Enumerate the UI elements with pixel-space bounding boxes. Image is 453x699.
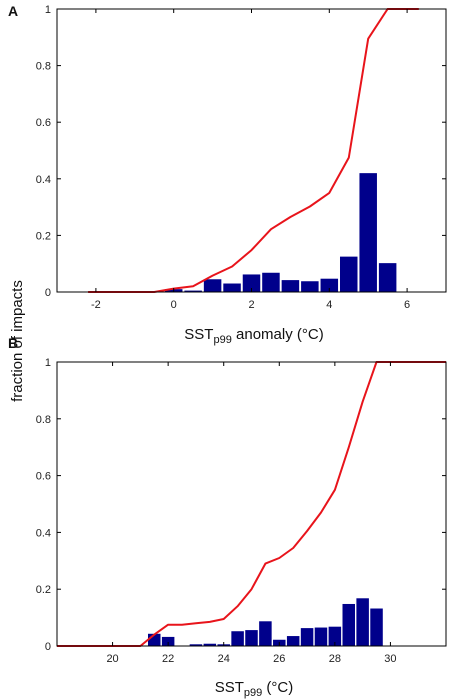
- panel-b-bar: [231, 631, 244, 646]
- panel-a-y-tick-label: 0.4: [36, 174, 51, 186]
- panel-a-x-tick-label: 2: [248, 299, 254, 311]
- panel-b-bar: [370, 608, 383, 646]
- panel-b-bar: [161, 636, 175, 646]
- panel-b-y-tick-label: 0.2: [36, 584, 51, 596]
- panel-a-y-tick-label: 0.2: [36, 230, 51, 242]
- panel-a-x-tick-label: 0: [171, 299, 177, 311]
- panel-b-letter: B: [8, 335, 18, 351]
- panel-a-bar: [262, 272, 280, 292]
- panel-a-bar: [301, 281, 319, 292]
- panel-a-x-tick-label: 4: [326, 299, 332, 311]
- panel-a-bar: [320, 278, 339, 292]
- panel-b-y-tick-label: 0.4: [36, 527, 51, 539]
- panel-b-bar: [356, 598, 369, 646]
- panel-b-y-tick-label: 0: [45, 641, 51, 653]
- panel-a-bar: [359, 173, 377, 292]
- panel-a-letter: A: [8, 3, 18, 19]
- panel-b-bar: [328, 626, 342, 646]
- panel-a-bar: [203, 279, 222, 292]
- panel-b-bar: [259, 621, 272, 646]
- panel-a-x-tick-label: -2: [91, 299, 101, 311]
- panel-b-y-tick-label: 1: [45, 357, 51, 369]
- panel-b-plot-frame: [56, 361, 447, 647]
- panel-b-bar: [245, 630, 258, 646]
- panel-a-bar: [242, 274, 261, 292]
- panel-a-y-tick-label: 0.8: [36, 61, 51, 73]
- panel-a-x-axis-label: SSTp99 anomaly (°C): [184, 326, 323, 346]
- y-axis-label: fraction of impacts: [9, 280, 26, 402]
- panel-a-bar: [339, 256, 358, 292]
- panel-a: A SSTp99 anomaly (°C) -2 0 2 4 6 0 0.2 0.4 0.6 0.…: [8, 3, 447, 346]
- panel-b-bar: [300, 628, 314, 646]
- panel-b-y-tick-label: 0.8: [36, 414, 51, 426]
- panel-b-x-tick-label: 26: [273, 653, 285, 665]
- panel-b-bar: [342, 603, 356, 646]
- panel-b-bar: [314, 627, 328, 646]
- panel-a-bar: [281, 280, 300, 292]
- panel-b: B SSTp99 (°C) 20 22 24 26 28 30 0 0.2 0.4 0.6 0.8 1: [8, 335, 447, 699]
- panel-a-y-tick-label: 0: [45, 287, 51, 299]
- panel-b-x-axis-label: SSTp99 (°C): [215, 679, 294, 699]
- panel-a-bar: [378, 263, 397, 292]
- panel-b-cumulative-line: [57, 361, 446, 647]
- panel-a-bar: [184, 290, 202, 292]
- panel-b-x-tick-label: 22: [162, 653, 174, 665]
- panel-a-y-tick-label: 1: [45, 4, 51, 16]
- panel-b-x-tick-label: 30: [384, 653, 396, 665]
- panel-b-bar: [286, 636, 300, 646]
- panel-b-x-tick-label: 20: [106, 653, 118, 665]
- panel-b-x-tick-label: 24: [218, 653, 230, 665]
- panel-b-y-tick-label: 0.6: [36, 471, 51, 483]
- panel-b-bar: [203, 643, 217, 646]
- panel-a-bar: [223, 283, 241, 292]
- panel-a-y-tick-label: 0.6: [36, 117, 51, 129]
- panel-b-bar: [189, 644, 203, 646]
- panel-b-x-tick-label: 28: [329, 653, 341, 665]
- panel-a-x-tick-label: 6: [404, 299, 410, 311]
